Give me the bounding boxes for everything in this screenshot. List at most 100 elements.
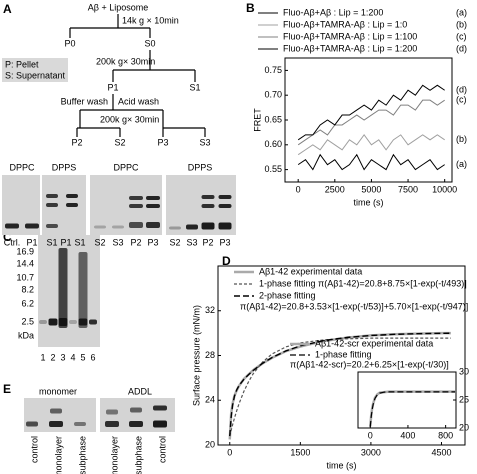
y-axis-label: Surface pressure (mN/m) <box>191 305 201 406</box>
y-tick-label: 0.75 <box>264 65 282 75</box>
x-tick-label: 400 <box>400 430 415 440</box>
panel-label: A <box>3 2 12 16</box>
y-axis-label: FRET <box>252 108 262 132</box>
gel-band <box>146 204 160 208</box>
flow-text: P2 <box>71 137 82 147</box>
gel-band <box>129 196 143 200</box>
legend-label: Fluo-Aβ+TAMRA-Aβ : Lip = 1:100 <box>283 31 417 41</box>
legend-label: 2-phase fitting <box>259 290 316 300</box>
gel-band <box>130 407 142 413</box>
x-tick-label: 0 <box>368 430 373 440</box>
x-axis-label: time (s) <box>327 460 357 470</box>
x-tick-label: 1500 <box>290 447 310 457</box>
gel-band <box>94 225 106 229</box>
mw-label: 10.7 <box>16 272 34 282</box>
flow-text: P0 <box>64 38 75 48</box>
gel-band <box>5 223 19 229</box>
flow-text: Acid wash <box>118 96 159 106</box>
flow-text: S3 <box>199 137 210 147</box>
gel-header: DPPS <box>52 162 77 172</box>
y-tick-label: 0.60 <box>264 139 282 149</box>
gel-band <box>26 421 38 427</box>
series-line <box>369 391 456 427</box>
line-tag: (a) <box>456 159 467 169</box>
legend-label: Fluo-Aβ+TAMRA-Aβ : Lip = 1:0 <box>283 19 407 29</box>
plot-frame <box>284 57 453 183</box>
legend-tag: (b) <box>456 19 467 29</box>
equation: π(Aβ1-42-scr)=20.2+6.25×[1-exp(-t/30)] <box>290 359 449 369</box>
legend-label: Fluo-Aβ+TAMRA-Aβ : Lip = 1:200 <box>283 43 417 53</box>
gel-header: ADDL <box>128 386 152 396</box>
x-tick-label: 7500 <box>398 184 418 194</box>
key-text: P: Pellet <box>5 59 39 69</box>
gel-images <box>2 175 236 432</box>
series-line <box>297 84 445 141</box>
lane-label: S2 <box>94 237 105 247</box>
gel-band <box>89 319 97 325</box>
lane-label: P3 <box>219 237 230 247</box>
x-tick-label: 3000 <box>361 447 381 457</box>
key-box <box>2 58 68 82</box>
gel-band <box>218 204 232 208</box>
equation: π(Aβ1-42)=20.8+3.53×[1-exp(-t/53)]+5.70×… <box>240 301 468 311</box>
lane-label: P2 <box>130 237 141 247</box>
series-line <box>229 332 451 437</box>
plot-frame <box>357 371 457 429</box>
gel-band <box>58 248 68 328</box>
gel-band <box>74 422 86 426</box>
lane-label: 1 <box>40 352 45 362</box>
flow-text: P3 <box>157 137 168 147</box>
gel-band <box>201 204 215 208</box>
x-tick-label: 5000 <box>361 184 381 194</box>
gel-band <box>25 223 39 229</box>
x-tick-label: 0 <box>227 447 232 457</box>
x-axis-label: time (s) <box>354 197 384 207</box>
lane-label: S1 <box>46 237 57 247</box>
gel-band <box>201 195 215 199</box>
y-tick-label: 0.65 <box>264 114 282 124</box>
legend-tag: (d) <box>456 43 467 53</box>
legend-tag: (c) <box>456 31 467 41</box>
gel-band <box>49 421 63 427</box>
y-tick-label: 20 <box>205 439 215 449</box>
y-tick-label: 32 <box>205 305 215 315</box>
flow-text: Buffer wash <box>61 96 108 106</box>
gel <box>38 235 100 347</box>
series-line <box>229 337 451 437</box>
lane-label: 3 <box>60 352 65 362</box>
gel-band <box>153 420 167 428</box>
legend-label: Aβ1-42 experimental data <box>259 266 362 276</box>
lane-label: Ctrl. <box>4 237 21 247</box>
y-tick-label: 0.70 <box>264 90 282 100</box>
gel-band <box>218 222 232 230</box>
flow-text: 14k g × 10min <box>122 15 179 25</box>
lane-label: monolayer <box>109 436 119 474</box>
flow-text: 200k g× 30min <box>100 114 159 124</box>
mw-label: 8.2 <box>21 284 34 294</box>
lane-label: control <box>29 436 39 463</box>
lane-label: S2 <box>169 237 180 247</box>
gel-band <box>146 196 160 200</box>
flow-diagram <box>2 14 206 137</box>
series-line <box>297 99 445 146</box>
x-tick-label: 0 <box>296 184 301 194</box>
equation: π(Aβ1-42)=20.8+8.75×[1-exp(-t/493)] <box>318 278 467 288</box>
lane-label: subphase <box>77 436 87 474</box>
flow-text: S0 <box>144 38 155 48</box>
gel-band <box>48 318 58 326</box>
gel-band <box>146 222 160 228</box>
lane-label: S1 <box>74 237 85 247</box>
flow-text: P1 <box>107 82 118 92</box>
line-tag: (c) <box>456 95 467 105</box>
gel-band <box>112 225 124 229</box>
panel-label: B <box>246 1 255 15</box>
panel-label: D <box>222 254 231 268</box>
lane-label: 2 <box>50 352 55 362</box>
y-tick-label: 24 <box>205 395 215 405</box>
mw-unit: kDa <box>18 330 34 340</box>
lane-label: 5 <box>80 352 85 362</box>
lane-label: monolayer <box>53 436 63 474</box>
legend-label: Fluo-Aβ+Aβ : Lip = 1:200 <box>283 7 383 17</box>
gel-header: DPPC <box>113 162 139 172</box>
